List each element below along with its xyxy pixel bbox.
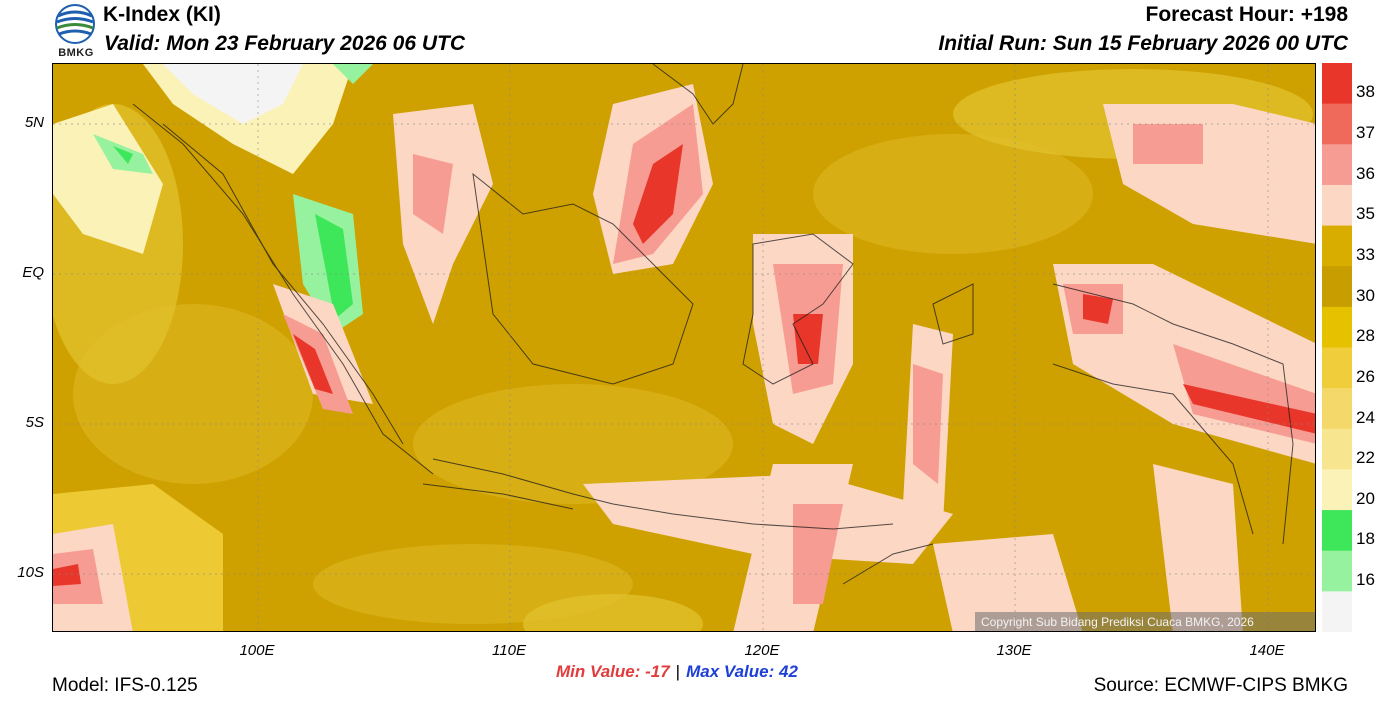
max-value: Max Value: 42 [686,662,798,681]
colorbar-label: 26 [1356,366,1375,386]
colorbar-label: 22 [1356,448,1375,468]
colorbar-label: 36 [1356,163,1375,183]
lon-label-110e: 110E [492,642,526,659]
colorbar-swatch [1322,225,1352,267]
colorbar-label: 33 [1356,244,1375,264]
colorbar-label: 20 [1356,488,1375,508]
value-separator: | [675,662,681,681]
colorbar-label: 30 [1356,285,1375,305]
colorbar-label: 37 [1356,123,1375,142]
colorbar-label: 24 [1356,407,1375,427]
colorbar-swatch [1322,469,1352,511]
lat-label-5n: 5N [24,114,44,131]
min-value: Min Value: -17 [556,662,670,681]
lat-label-10s: 10S [17,564,44,581]
lon-label-100e: 100E [239,642,275,659]
k-index-map: Copyright Sub Bidang Prediksi Cuaca BMKG… [52,63,1316,632]
colorbar-swatch [1322,103,1352,145]
colorbar-swatch [1322,510,1352,552]
min-max-values: Min Value: -17 | Max Value: 42 [556,662,798,682]
colorbar-swatch [1322,591,1352,632]
valid-time: Valid: Mon 23 February 2026 06 UTC [104,32,466,55]
lat-label-5s: 5S [25,414,44,431]
forecast-hour: Forecast Hour: +198 [1145,3,1349,26]
colorbar-swatch [1322,184,1352,227]
colorbar-label: 28 [1356,326,1375,346]
initial-run: Initial Run: Sun 15 February 2026 00 UTC [938,32,1348,55]
lon-label-120e: 120E [744,642,780,659]
colorbar-label: 16 [1356,570,1375,589]
lon-label-140e: 140E [1249,642,1285,659]
map-field [53,64,1315,631]
lon-label-130e: 130E [996,642,1032,659]
colorbar-swatch [1322,144,1352,186]
source-label: Source: ECMWF-CIPS BMKG [1093,675,1348,696]
colorbar-label: 18 [1356,529,1375,549]
lat-label-eq: EQ [22,264,44,281]
colorbar-label: 35 [1356,204,1375,224]
colorbar-swatch [1322,266,1352,308]
copyright-notice: Copyright Sub Bidang Prediksi Cuaca BMKG… [975,612,1315,631]
colorbar-swatch [1322,428,1352,470]
colorbar-label: 38 [1356,82,1375,102]
model-label: Model: IFS-0.125 [52,675,198,696]
bmkg-logo-icon [52,2,98,60]
chart-title: K-Index (KI) [103,3,221,26]
colorbar-swatch [1322,550,1352,592]
colorbar-swatch [1322,388,1352,430]
colorbar [1322,63,1352,632]
colorbar-swatch [1322,63,1352,105]
colorbar-swatch [1322,306,1352,348]
logo-text: BMKG [58,47,94,59]
colorbar-swatch [1322,347,1352,389]
